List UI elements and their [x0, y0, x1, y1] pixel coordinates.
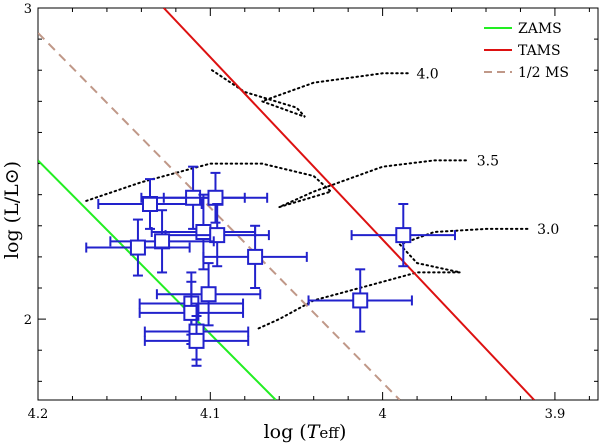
data-marker — [207, 189, 224, 206]
track-3-0 — [257, 227, 531, 330]
track-label: 3.0 — [537, 222, 559, 238]
x-tick-label: 4 — [378, 407, 386, 422]
line-tams — [163, 8, 535, 400]
x-axis-label-suffix: ) — [339, 421, 346, 443]
x-axis-label: log (Teff) — [264, 421, 347, 443]
data-marker — [200, 286, 217, 303]
track-3-5 — [85, 159, 470, 209]
data-point — [155, 262, 262, 327]
track-label: 3.5 — [477, 153, 499, 169]
x-tick-label: 4.1 — [200, 407, 221, 422]
data-point — [143, 315, 250, 367]
data-marker — [154, 233, 171, 250]
y-tick-label: 2 — [24, 313, 32, 328]
data-point — [85, 218, 191, 277]
data-marker — [395, 227, 412, 244]
y-tick-label: 3 — [24, 2, 32, 17]
data-marker — [142, 196, 158, 212]
track-label: 4.0 — [416, 66, 438, 82]
data-marker — [188, 332, 205, 349]
data-marker — [352, 292, 369, 309]
plot-content — [38, 8, 535, 400]
data-marker — [209, 227, 226, 244]
data-point — [307, 268, 413, 333]
legend-label: TAMS — [518, 43, 561, 59]
data-marker — [195, 224, 212, 240]
data-point — [162, 171, 269, 224]
data-point — [164, 203, 270, 268]
line-1-2-ms — [38, 32, 401, 400]
x-tick-label: 4.2 — [28, 407, 49, 422]
track-4-0 — [211, 69, 410, 118]
x-axis-label-prefix: log ( — [264, 421, 307, 443]
data-point — [350, 203, 456, 268]
x-axis-label-var: T — [307, 421, 321, 443]
data-marker — [129, 239, 146, 256]
legend-label: ZAMS — [518, 21, 562, 37]
data-point — [109, 209, 215, 274]
x-tick-label: 3.9 — [545, 407, 566, 422]
legend: ZAMS TAMS 1/2 MS — [484, 21, 569, 81]
data-marker — [247, 248, 264, 265]
line-zams — [38, 159, 277, 400]
x-axis-label-sub: eff — [319, 424, 340, 442]
tick-labels: 4.2 4.1 4 3.9 2 3 4.0 3.5 3.0 — [24, 2, 566, 422]
data-point — [202, 224, 308, 289]
axis-ticks — [37, 7, 598, 400]
legend-label: 1/2 MS — [518, 65, 569, 81]
y-axis-label: log (L/L⊙) — [1, 161, 23, 259]
